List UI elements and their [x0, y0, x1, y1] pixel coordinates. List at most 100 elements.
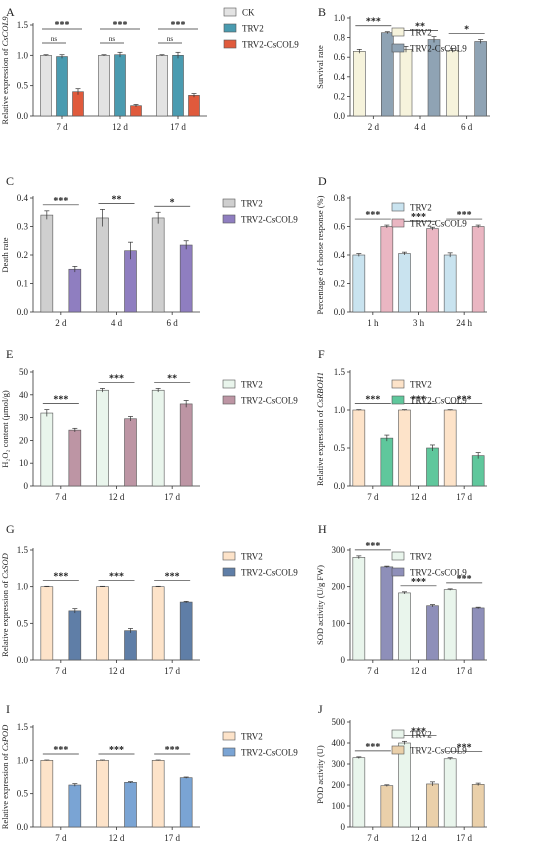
legend-label: TRV2-CsCOL9: [242, 40, 299, 50]
significance-label: ***: [457, 210, 472, 221]
y-tick-label: 1.0: [17, 50, 29, 60]
significance-label: ***: [365, 210, 380, 221]
bar: [68, 784, 82, 828]
y-tick-label: 10: [19, 458, 29, 468]
significance-label: ***: [53, 571, 68, 582]
significance-label: ***: [109, 571, 124, 582]
y-tick-label: 0: [341, 655, 346, 665]
legend-swatch: [391, 745, 405, 755]
legend-label: CK: [242, 8, 255, 18]
y-tick-label: 0.4: [17, 193, 29, 203]
x-tick-label: 17 d: [164, 492, 180, 502]
legend-swatch: [222, 214, 236, 224]
y-tick-label: 40: [19, 390, 29, 400]
y-tick-label: 0.6: [334, 222, 346, 232]
bar: [380, 785, 394, 828]
chart-panel-a: A 0.0 0.5 1.0 1.5 Relative expression of CsCO…: [0, 5, 299, 132]
y-tick-label: 1.0: [334, 405, 346, 415]
significance-label: ns: [109, 35, 116, 43]
legend-label: TRV2-CsCOL9: [241, 568, 298, 578]
legend-label: TRV2: [410, 28, 432, 38]
x-tick-label: 2 d: [55, 318, 67, 328]
legend-swatch: [222, 747, 236, 757]
bar: [380, 566, 394, 661]
chart-panel-e: E 0 10 20 30 40 50 H₂O₂ content (μmol/g) 7 d 12 d…: [0, 347, 298, 502]
x-tick-label: 17 d: [170, 122, 186, 132]
bar: [188, 95, 200, 117]
significance-label: ***: [109, 373, 124, 384]
panel-letter: D: [318, 174, 327, 188]
bar: [398, 409, 411, 487]
x-tick-label: 1 h: [367, 318, 379, 328]
bar: [151, 586, 165, 661]
bar: [426, 447, 439, 487]
y-tick-label: 30: [19, 413, 29, 423]
bar: [443, 758, 457, 828]
y-axis-label: Percentage of choose response (%): [315, 195, 325, 314]
significance-label: ***: [55, 20, 70, 31]
x-tick-label: 17 d: [456, 492, 472, 502]
y-axis-label: Relative expression of CsRBOH1: [315, 372, 325, 486]
y-tick-label: 200: [332, 780, 346, 790]
panel-letter: E: [6, 347, 13, 361]
bar: [443, 589, 457, 661]
x-tick-label: 3 h: [413, 318, 425, 328]
bar: [179, 777, 193, 828]
y-tick-label: 0.5: [17, 618, 29, 628]
bar: [443, 409, 457, 487]
bar: [352, 254, 366, 313]
legend-swatch: [391, 27, 405, 37]
y-tick-label: 100: [332, 801, 346, 811]
legend-swatch: [222, 395, 236, 405]
bar: [398, 253, 411, 313]
y-tick-label: 0.0: [334, 307, 346, 317]
legend-label: TRV2: [242, 24, 264, 34]
bar: [96, 586, 109, 661]
legend-label: TRV2: [241, 732, 263, 742]
significance-label: ***: [365, 541, 380, 552]
legend-swatch: [222, 731, 236, 741]
significance-label: ***: [457, 395, 472, 406]
legend-label: TRV2: [410, 730, 432, 740]
y-tick-label: 50: [19, 367, 29, 377]
x-tick-label: 17 d: [164, 666, 180, 676]
legend-swatch: [391, 379, 405, 389]
legend-label: TRV2: [410, 203, 432, 213]
significance-label: ***: [171, 20, 186, 31]
y-tick-label: 1.0: [17, 582, 29, 592]
y-tick-label: 500: [332, 717, 346, 727]
y-tick-label: 300: [332, 545, 346, 555]
bar: [68, 268, 82, 313]
y-tick-label: 200: [332, 582, 346, 592]
y-axis-label: POD activity (U): [315, 745, 325, 804]
chart-panel-f: F 0.0 0.5 1.0 1.5 Relative expression of CsRB…: [315, 347, 487, 502]
bar: [179, 403, 193, 487]
x-tick-label: 7 d: [367, 833, 379, 843]
significance-label: ns: [51, 35, 58, 43]
panel-letter: C: [6, 174, 14, 188]
bar: [56, 56, 68, 117]
legend-swatch: [391, 43, 405, 53]
y-axis-label: Relative expression of CsCOL9: [0, 16, 10, 125]
x-tick-label: 12 d: [109, 666, 125, 676]
bar: [130, 105, 142, 117]
chart-panel-j: J 0 100 200 300 400 500 POD activity (U) 7 d 12 d…: [315, 702, 487, 843]
x-tick-label: 7 d: [367, 492, 379, 502]
bar: [114, 54, 126, 117]
y-tick-label: 0.0: [17, 111, 29, 121]
bar: [471, 226, 485, 313]
legend-label: TRV2-CsCOL9: [241, 215, 298, 225]
significance-label: ***: [113, 20, 128, 31]
panel-letter: B: [318, 5, 326, 19]
x-tick-label: 7 d: [55, 833, 67, 843]
y-tick-label: 0.8: [334, 193, 346, 203]
bar: [156, 55, 168, 117]
significance-label: ns: [167, 35, 174, 43]
significance-label: *: [170, 197, 175, 208]
y-tick-label: 0.2: [17, 250, 28, 260]
bar: [426, 228, 439, 313]
bar: [443, 254, 457, 313]
bar: [352, 409, 366, 487]
